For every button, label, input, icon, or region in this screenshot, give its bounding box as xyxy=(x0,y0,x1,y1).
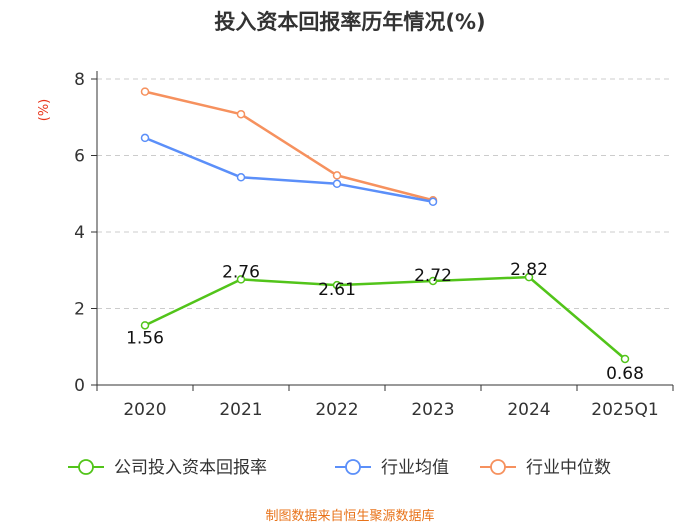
x-tick-label: 2021 xyxy=(219,400,262,420)
y-axis-label: (%) xyxy=(37,99,52,122)
y-tick-label: 2 xyxy=(74,300,85,320)
y-tick-label: 0 xyxy=(74,376,85,396)
data-label: 2.61 xyxy=(318,280,356,300)
x-tick-label: 2025Q1 xyxy=(591,400,658,420)
data-point xyxy=(332,171,342,180)
data-point xyxy=(428,276,438,286)
data-point xyxy=(236,173,246,182)
data-point xyxy=(140,87,150,96)
series-line xyxy=(144,90,434,202)
legend-marker xyxy=(345,459,361,475)
legend-marker xyxy=(78,459,94,475)
x-tick-label: 2023 xyxy=(411,400,454,420)
data-point xyxy=(236,109,246,119)
legend-label: 公司投入资本回报率 xyxy=(114,458,267,478)
chart-title: 投入资本回报率历年情况(%) xyxy=(214,10,486,34)
y-tick-label: 4 xyxy=(74,223,85,243)
axis-layer: 0 2 4 6 8 2020 2021 2022 2023 2024 2025Q1 (%) xyxy=(37,70,674,420)
data-point xyxy=(236,275,246,284)
series-line xyxy=(144,275,626,360)
source-footer: 制图数据来自恒生聚源数据库 xyxy=(265,509,435,524)
data-point xyxy=(620,354,630,364)
y-tick-label: 8 xyxy=(74,70,85,90)
data-point xyxy=(428,197,438,207)
data-label-layer: 1.56 2.76 2.61 2.72 2.82 0.68 xyxy=(126,260,644,384)
series-layer xyxy=(140,87,630,364)
data-label: 2.72 xyxy=(414,266,452,286)
x-tick-label: 2022 xyxy=(315,400,358,420)
legend-label: 行业中位数 xyxy=(526,458,611,478)
data-label: 0.68 xyxy=(606,364,644,384)
y-tick-label: 6 xyxy=(74,147,85,167)
grid-layer xyxy=(97,78,673,309)
data-point xyxy=(332,179,342,189)
legend-label: 行业均值 xyxy=(381,458,449,478)
data-label: 2.82 xyxy=(510,260,548,280)
x-tick-label: 2020 xyxy=(123,400,166,420)
legend: 公司投入资本回报率 行业均值 行业中位数 xyxy=(68,458,611,478)
data-label: 1.56 xyxy=(126,328,164,348)
x-tick-label: 2024 xyxy=(507,400,550,420)
data-point xyxy=(332,280,342,290)
data-label: 2.76 xyxy=(222,262,260,282)
data-point xyxy=(140,133,150,143)
series-line xyxy=(144,136,434,204)
data-point xyxy=(524,272,534,282)
data-point xyxy=(140,321,150,330)
legend-marker xyxy=(490,459,506,475)
